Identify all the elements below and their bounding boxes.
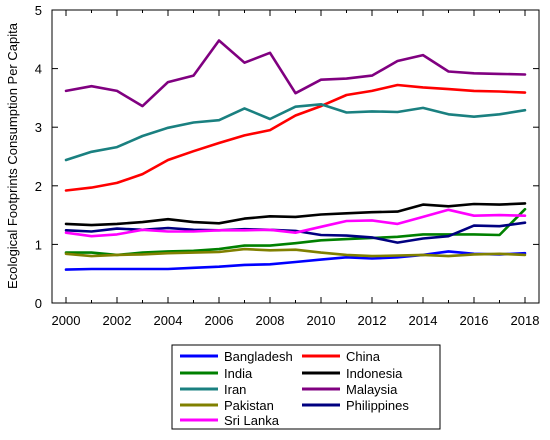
y-tick-label: 5	[35, 3, 42, 18]
x-tick-label: 2012	[358, 313, 387, 328]
series-line-iran	[64, 103, 527, 162]
legend-label-china: China	[346, 349, 381, 364]
y-tick-label: 0	[35, 296, 42, 311]
x-tick-label: 2000	[52, 313, 81, 328]
legend-box	[171, 344, 441, 430]
series-line-bangladesh	[64, 250, 527, 271]
x-tick-label: 2004	[154, 313, 183, 328]
series-line-indonesia	[64, 202, 527, 227]
series-line-sri-lanka	[64, 208, 527, 238]
legend-label-iran: Iran	[224, 382, 246, 397]
series-line-malaysia	[64, 39, 527, 108]
x-tick-label: 2002	[103, 313, 132, 328]
plot-frame	[51, 9, 540, 304]
x-tick-label: 2010	[307, 313, 336, 328]
y-tick-label: 3	[35, 120, 42, 135]
y-tick-label: 1	[35, 237, 42, 252]
legend-label-philippines: Philippines	[346, 398, 409, 413]
series-line-india	[64, 207, 527, 257]
y-axis-label: Ecological Footprints Consumption Per Ca…	[5, 22, 20, 289]
legend-label-pakistan: Pakistan	[224, 398, 274, 413]
y-tick-label: 4	[35, 62, 42, 77]
series-line-pakistan	[64, 247, 527, 258]
x-tick-label: 2006	[205, 313, 234, 328]
series-group	[64, 39, 527, 271]
x-axis: 2000 2002 2004 2006 2008 2010 2012 2014 2016 2018	[52, 10, 540, 328]
x-tick-label: 2014	[409, 313, 438, 328]
legend-label-india: India	[224, 366, 253, 381]
legend-label-bangladesh: Bangladesh	[224, 349, 293, 364]
x-tick-label: 2008	[256, 313, 285, 328]
legend: Bangladesh China India Indonesia Iran Malaysi…	[180, 349, 409, 428]
legend-label-indonesia: Indonesia	[346, 366, 403, 381]
y-tick-label: 2	[35, 179, 42, 194]
legend-label-sri-lanka: Sri Lanka	[224, 413, 280, 428]
x-tick-label: 2018	[511, 313, 540, 328]
x-tick-label: 2016	[460, 313, 489, 328]
legend-label-malaysia: Malaysia	[346, 382, 398, 397]
series-line-china	[64, 83, 527, 192]
y-axis: 0 1 2 3 4 5	[35, 3, 539, 311]
